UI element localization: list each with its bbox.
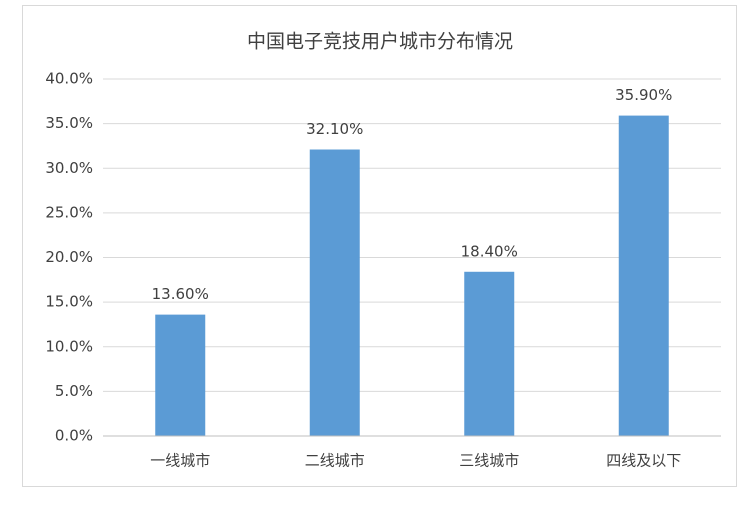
y-tick-label: 0.0%	[55, 427, 93, 445]
x-tick-label: 二线城市	[305, 452, 365, 470]
x-tick-label: 一线城市	[150, 452, 210, 470]
bar	[309, 149, 360, 436]
bar	[464, 271, 515, 436]
y-tick-label: 25.0%	[45, 203, 93, 221]
y-tick-label: 10.0%	[45, 337, 93, 355]
value-label: 35.90%	[615, 86, 672, 104]
chart-title: 中国电子竞技用户城市分布情况	[247, 31, 513, 53]
y-tick-label: 15.0%	[45, 293, 93, 311]
bar	[618, 115, 669, 436]
y-tick-label: 20.0%	[45, 248, 93, 266]
value-label: 32.10%	[306, 120, 363, 138]
x-tick-label: 三线城市	[459, 452, 519, 470]
y-tick-label: 35.0%	[45, 114, 93, 132]
y-tick-label: 40.0%	[45, 70, 93, 88]
x-tick-label: 四线及以下	[606, 452, 681, 470]
value-label: 18.40%	[461, 242, 518, 260]
y-tick-label: 5.0%	[55, 382, 93, 400]
bar	[155, 314, 206, 436]
value-label: 13.60%	[152, 285, 209, 303]
y-tick-label: 30.0%	[45, 159, 93, 177]
chart-border	[22, 5, 737, 487]
